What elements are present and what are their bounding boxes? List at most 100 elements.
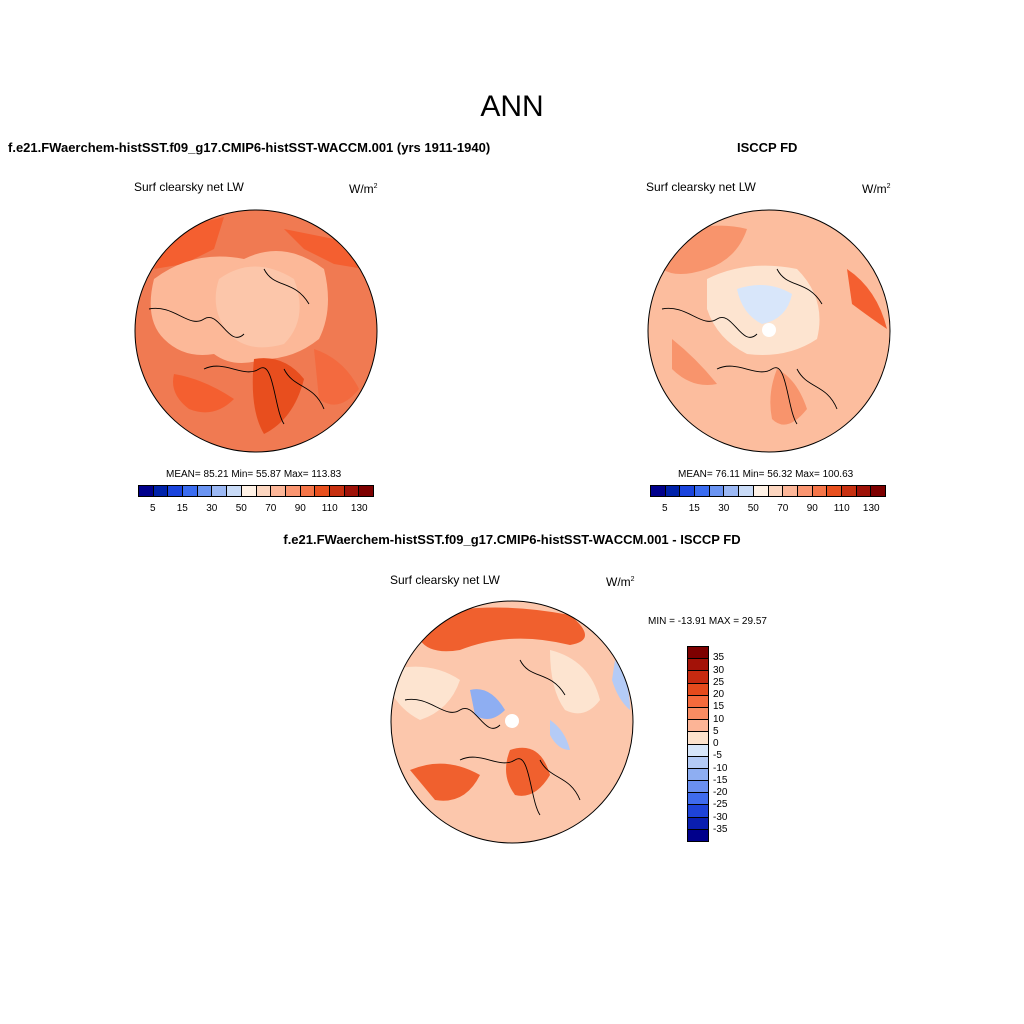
colorbar-tick-label: 110 (321, 503, 338, 514)
left-region-low (215, 266, 300, 348)
diff-region-negative (470, 689, 505, 719)
colorbar-tick-label: 5 (149, 503, 156, 514)
diff-region-negative (550, 720, 570, 750)
left-region-mid (314, 349, 359, 405)
colorbar-swatch (197, 486, 213, 496)
left-region-high (154, 217, 224, 269)
left-region-high (173, 374, 234, 413)
colorbar-swatch (688, 683, 708, 696)
right-polar-map (647, 209, 891, 453)
colorbar-swatch (688, 707, 708, 721)
colorbar-swatch (688, 756, 708, 769)
colorbar-swatch (665, 486, 681, 496)
left-colorbar (138, 485, 374, 497)
colorbar-tick-label: 20 (713, 689, 725, 700)
colorbar-swatch (329, 486, 345, 496)
colorbar-tick-label: 0 (713, 738, 719, 749)
colorbar-swatch (827, 486, 842, 496)
colorbar-tick-label: 130 (862, 503, 880, 514)
colorbar-tick-label: -35 (713, 823, 728, 835)
right-var-label: Surf clearsky net LW (646, 180, 756, 194)
colorbar-tick-label: 5 (713, 725, 719, 737)
left-polar-map (134, 209, 378, 453)
colorbar-tick-label: 30 (206, 503, 218, 514)
left-stats: MEAN= 85.21 Min= 55.87 Max= 113.83 (166, 469, 342, 480)
colorbar-swatch (688, 793, 708, 806)
colorbar-swatch (688, 720, 708, 733)
colorbar-tick-label: -30 (713, 811, 728, 823)
colorbar-tick-label: 130 (350, 503, 368, 514)
colorbar-tick-label: 110 (833, 503, 850, 514)
colorbar-tick-label: 50 (747, 503, 759, 514)
colorbar-swatch (651, 486, 666, 496)
colorbar-swatch (856, 486, 872, 496)
left-region-high (252, 358, 304, 434)
colorbar-swatch (315, 486, 330, 496)
colorbar-swatch (695, 486, 710, 496)
colorbar-swatch (153, 486, 169, 496)
colorbar-tick-label: 70 (777, 503, 789, 514)
diff-region-low (550, 650, 600, 714)
colorbar-tick-label: -15 (713, 774, 728, 786)
colorbar-tick-label: 30 (713, 664, 725, 676)
colorbar-swatch (739, 486, 754, 496)
diff-stats: MIN = -13.91 MAX = 29.57 (648, 616, 767, 627)
left-panel-title: f.e21.FWaerchem-histSST.f09_g17.CMIP6-hi… (8, 140, 491, 155)
colorbar-tick-label: -5 (713, 750, 722, 762)
colorbar-swatch (688, 781, 708, 794)
colorbar-swatch (168, 486, 184, 496)
right-region-mid (672, 339, 717, 385)
diff-coastlines (404, 659, 581, 816)
colorbar-swatch (344, 486, 360, 496)
colorbar-tick-label: 90 (806, 503, 818, 514)
colorbar-tick-label: 70 (265, 503, 277, 514)
colorbar-swatch (871, 486, 885, 496)
colorbar-swatch (688, 695, 708, 708)
main-title: ANN (480, 90, 544, 123)
colorbar-tick-label: 90 (294, 503, 306, 514)
colorbar-swatch (212, 486, 228, 496)
colorbar-tick-label: 35 (713, 652, 725, 664)
colorbar-swatch (139, 486, 154, 496)
diff-region-high (420, 607, 585, 652)
right-units: W/m2 (862, 182, 891, 196)
diff-polar-map (390, 600, 634, 844)
colorbar-swatch (241, 486, 257, 496)
colorbar-swatch (841, 486, 857, 496)
left-units: W/m2 (349, 182, 378, 196)
colorbar-swatch (688, 805, 708, 818)
colorbar-swatch (688, 744, 708, 757)
colorbar-swatch (688, 829, 708, 841)
colorbar-tick-label: -10 (713, 762, 728, 774)
colorbar-swatch (753, 486, 769, 496)
right-coastlines (661, 268, 838, 425)
colorbar-tick-label: 5 (661, 503, 668, 514)
colorbar-tick-label: 50 (235, 503, 247, 514)
colorbar-tick-label: 15 (176, 503, 188, 514)
diff-var-label: Surf clearsky net LW (390, 573, 500, 587)
left-var-label: Surf clearsky net LW (134, 180, 244, 194)
colorbar-swatch (812, 486, 828, 496)
left-region-high (284, 229, 364, 269)
colorbar-tick-label: 25 (713, 676, 725, 688)
colorbar-swatch (797, 486, 813, 496)
right-colorbar (650, 485, 886, 497)
colorbar-swatch (768, 486, 784, 496)
colorbar-tick-label: 10 (713, 713, 725, 725)
right-region-lowest (737, 285, 792, 324)
colorbar-swatch (256, 486, 272, 496)
diff-region-negative (612, 660, 630, 710)
colorbar-swatch (688, 732, 708, 745)
colorbar-swatch (227, 486, 242, 496)
left-coastlines (148, 268, 325, 425)
colorbar-swatch (724, 486, 740, 496)
colorbar-swatch (688, 659, 708, 672)
diff-region-low (391, 666, 460, 720)
colorbar-swatch (285, 486, 301, 496)
colorbar-swatch (300, 486, 316, 496)
right-region-high (847, 269, 887, 329)
colorbar-tick-label: 15 (688, 503, 700, 514)
diff-units: W/m2 (606, 575, 635, 589)
diff-pole-gap (505, 714, 519, 728)
colorbar-tick-label: 15 (713, 701, 725, 713)
